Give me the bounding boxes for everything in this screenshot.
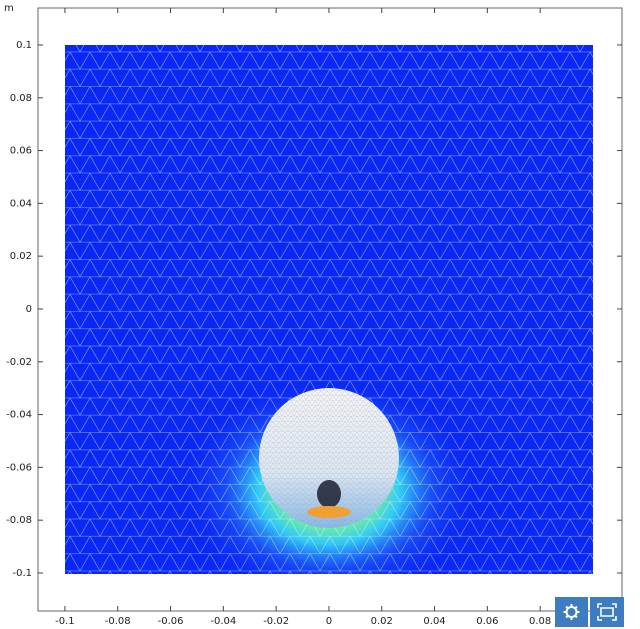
zoom-extents-button[interactable] [590, 597, 624, 627]
y-tick-label: -0.04 [6, 410, 32, 421]
contact-zone [307, 506, 351, 518]
y-tick-label: 0.08 [10, 93, 32, 104]
x-tick-label: 0.04 [423, 616, 445, 627]
plot-frame [37, 7, 623, 612]
x-tick-label: -0.06 [158, 616, 184, 627]
axes: -0.1 -0.08 -0.06 -0.04 -0.02 0 0.02 0.04 0.06 0.0… [6, 8, 622, 627]
y-tick-label: 0.02 [10, 251, 32, 262]
x-tick-label: -0.08 [105, 616, 131, 627]
x-tick-label: 0 [326, 616, 332, 627]
x-tick-label: 0.06 [476, 616, 498, 627]
y-tick-label: -0.06 [6, 462, 32, 473]
settings-button[interactable] [555, 597, 588, 627]
contact-point [317, 480, 341, 508]
y-unit: m [4, 3, 14, 14]
extents-icon [597, 603, 617, 621]
y-tick-label: 0.1 [16, 40, 32, 51]
y-tick-label: -0.08 [6, 515, 32, 526]
y-tick-label: 0.06 [10, 146, 32, 157]
y-tick-label: 0.04 [10, 198, 32, 209]
y-tick-label: -0.02 [6, 357, 32, 368]
plot-field [65, 45, 593, 574]
toolbar [555, 597, 624, 627]
x-tick-label: -0.04 [210, 616, 236, 627]
y-tick-label: -0.1 [12, 568, 32, 579]
gear-teeth [563, 604, 580, 620]
x-tick-label: -0.02 [263, 616, 289, 627]
x-tick-label: 0.08 [529, 616, 551, 627]
x-tick-label: 0.02 [371, 616, 393, 627]
x-tick-label: -0.1 [55, 616, 75, 627]
hole-mesh [259, 388, 399, 528]
y-tick-label: 0 [26, 304, 32, 315]
